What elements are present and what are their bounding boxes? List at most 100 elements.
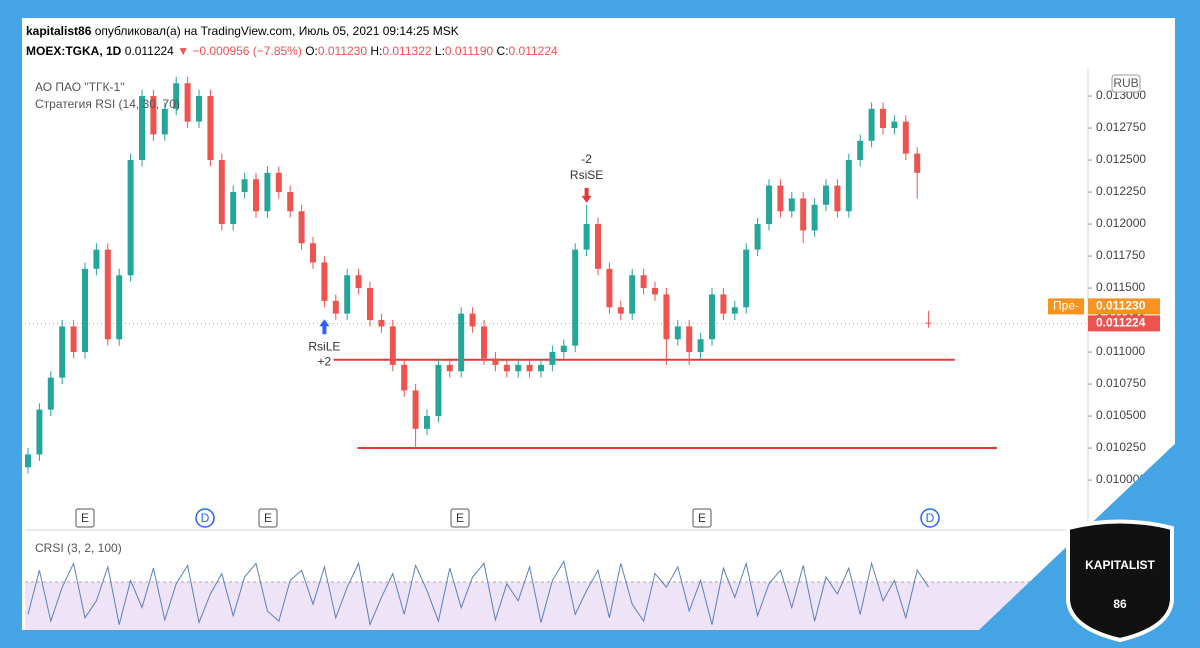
candle-body <box>503 364 510 372</box>
candle-body <box>47 377 54 410</box>
candle-body <box>583 224 590 250</box>
crsi-line <box>27 560 930 627</box>
candle-body <box>834 185 841 212</box>
candle-body <box>36 409 43 455</box>
candle-body <box>515 364 522 372</box>
candle-body <box>560 345 567 353</box>
ohlc-key: L: <box>435 44 445 58</box>
currency: RUB <box>1113 76 1138 90</box>
candle-body <box>424 416 430 429</box>
logo-number: 86 <box>1113 597 1127 611</box>
candle-body <box>914 153 921 173</box>
candle-body <box>218 160 225 225</box>
candle-body <box>355 275 362 289</box>
candle-body <box>435 364 442 417</box>
pre-tag-box <box>1048 298 1084 315</box>
ohlc-value: 0.011224 <box>509 44 558 58</box>
y-tick-label: 0.011750 <box>1096 248 1145 262</box>
event-label: D <box>201 511 210 525</box>
candle-body <box>595 224 601 269</box>
candle-body <box>469 313 476 327</box>
candle-body <box>287 192 294 212</box>
candle-body <box>104 249 111 340</box>
candle-body <box>378 320 385 327</box>
ohlc-key: O: <box>305 44 318 58</box>
candle-body <box>139 96 145 161</box>
currency-box <box>1111 74 1141 93</box>
pre-tag: Пре- <box>1053 299 1079 313</box>
author: kapitalist86 <box>26 24 92 38</box>
signal-label: RsiLE <box>308 339 340 353</box>
pre-price: 0.011230 <box>1096 299 1146 313</box>
candle-body <box>880 108 886 129</box>
y-tick-label: 0.011500 <box>1096 280 1145 294</box>
candle-body <box>709 294 715 340</box>
logo-top: KAPITALIST <box>1085 558 1155 572</box>
y-tick-label: 0.010000 <box>1096 472 1146 486</box>
buy-arrow <box>319 319 330 335</box>
y-tick-label: 0.012750 <box>1096 120 1146 134</box>
candle-body <box>891 121 898 129</box>
ohlc-value: 0.011230 <box>318 44 367 58</box>
candle-body <box>196 96 202 122</box>
candle-body <box>173 83 180 109</box>
candle-body <box>857 140 864 161</box>
candle-body <box>731 307 738 314</box>
candle-body <box>82 268 88 353</box>
header-line2: MOEX:TGKA, 1D 0.011224 ▼ −0.000956 (−7.8… <box>26 44 558 58</box>
candle-body <box>70 326 77 353</box>
candle-body <box>321 262 328 301</box>
event-label: E <box>81 511 89 525</box>
header-line1: kapitalist86 опубликовал(а) на TradingVi… <box>26 24 459 38</box>
event-marker <box>258 508 278 528</box>
candle-body <box>127 160 134 276</box>
pre-price-box <box>1088 298 1160 315</box>
candle-body <box>925 322 932 324</box>
crsi-title: CRSI (3, 2, 100) <box>35 541 122 555</box>
candle-body <box>492 358 499 365</box>
published: опубликовал(а) на TradingView.com, Июль … <box>95 24 459 38</box>
candle-body <box>298 211 305 244</box>
candle-body <box>674 326 681 340</box>
candle-body <box>902 121 909 154</box>
candle-body <box>150 96 157 135</box>
candle-body <box>264 172 271 212</box>
ohlc-value: 0.011190 <box>445 44 494 58</box>
event-marker <box>195 508 215 528</box>
y-tick-label: 0.010750 <box>1096 376 1146 390</box>
candle-body <box>93 249 100 269</box>
signal-label: RsiSE <box>570 168 603 182</box>
candle-body <box>230 192 237 225</box>
candle-body <box>241 179 248 193</box>
candle-body <box>332 300 339 314</box>
y-tick-label: 0.010500 <box>1096 408 1146 422</box>
event-marker <box>692 508 712 528</box>
candle-body <box>697 339 704 353</box>
candle-body <box>412 390 419 429</box>
candle-body <box>310 243 316 263</box>
crsi-band <box>25 582 1088 630</box>
candle-body <box>845 160 852 212</box>
candle-body <box>344 275 351 314</box>
candle-body <box>606 268 613 308</box>
legend-strategy: Стратегия RSI (14, 30, 70) <box>35 97 180 111</box>
event-label: E <box>264 511 272 525</box>
candle-body <box>766 185 772 225</box>
ohlc-key: H: <box>370 44 382 58</box>
y-tick-label: 0.010250 <box>1096 440 1146 454</box>
event-label: E <box>456 511 464 525</box>
panel <box>22 18 1175 630</box>
event-marker <box>450 508 470 528</box>
candle-body <box>800 198 807 231</box>
candle-body <box>481 326 487 359</box>
candle-body <box>777 185 784 212</box>
candle-body <box>538 364 544 372</box>
candle-body <box>617 307 624 314</box>
candle-body <box>526 364 533 372</box>
candle-body <box>116 275 123 340</box>
y-tick-label: 0.012000 <box>1096 216 1146 230</box>
candle-body <box>401 364 408 391</box>
candle-body <box>549 352 556 365</box>
last-price: 0.011224 <box>1096 316 1146 330</box>
candle-body <box>640 275 647 289</box>
